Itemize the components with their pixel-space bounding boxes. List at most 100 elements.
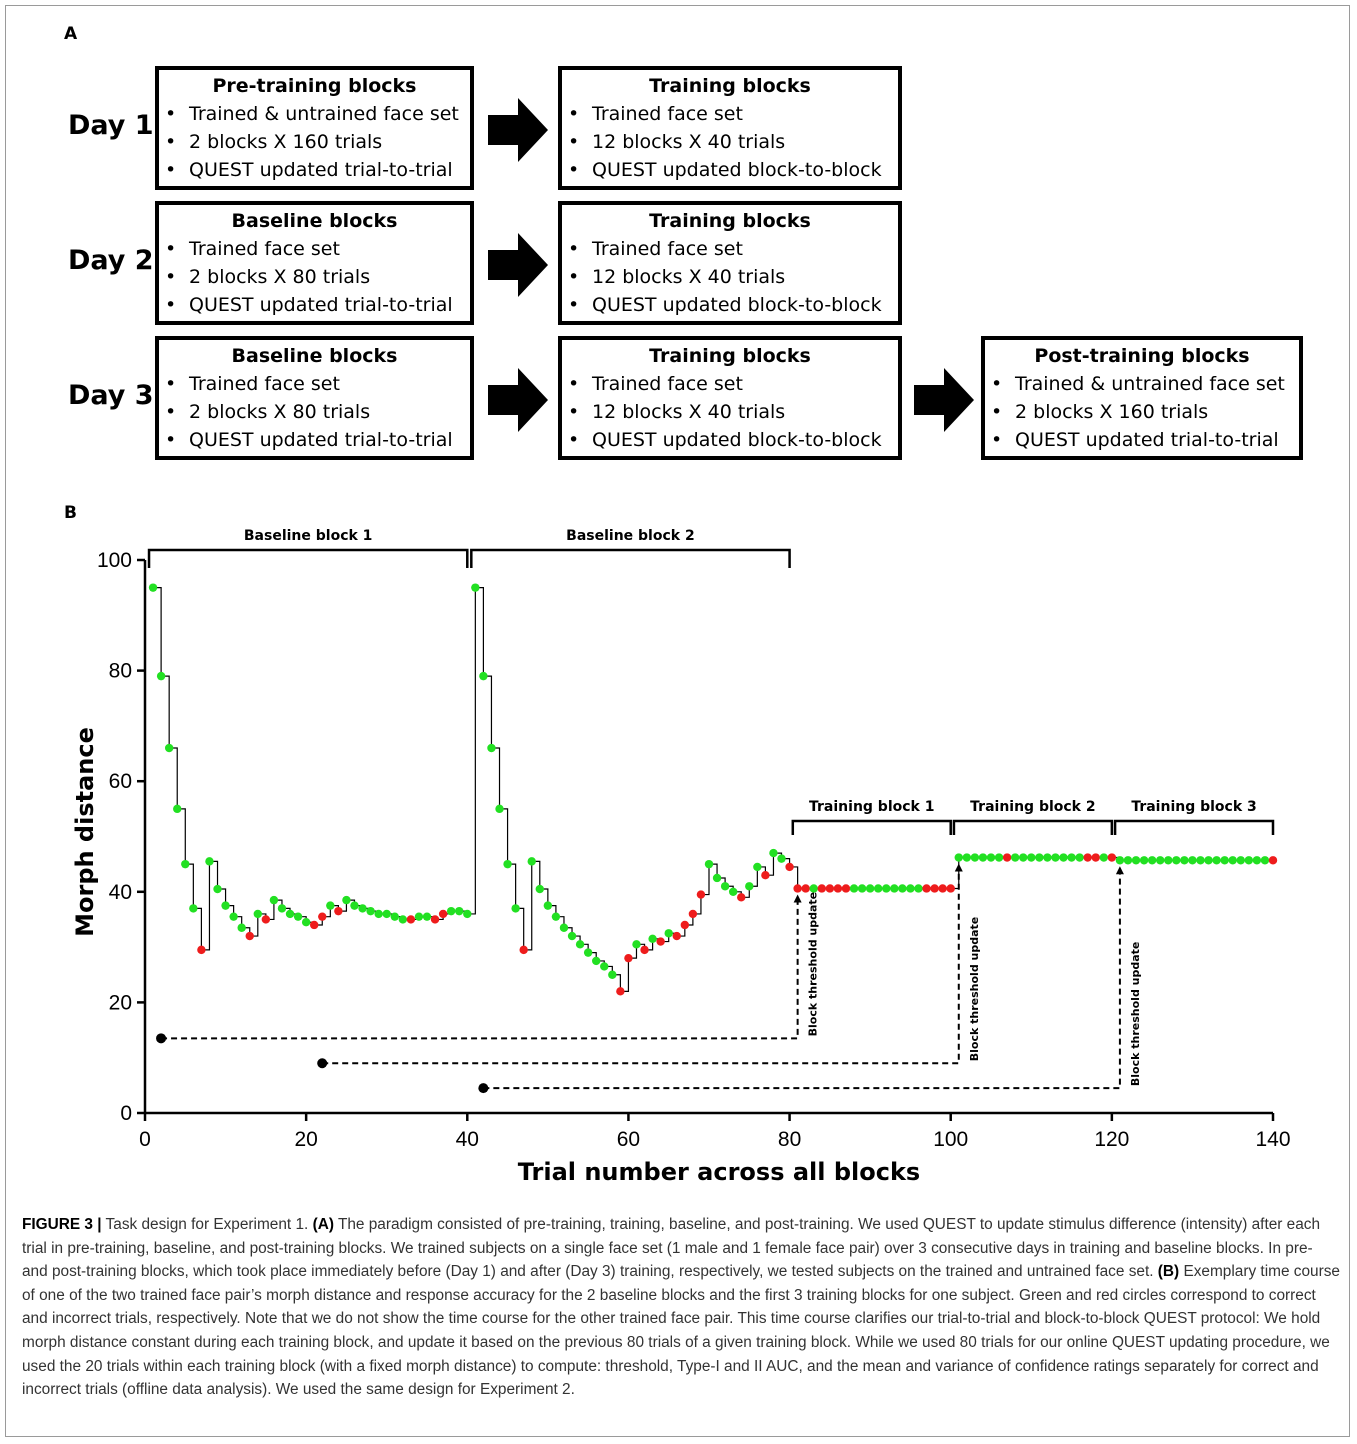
correct-trial-marker xyxy=(648,934,657,944)
correct-trial-marker xyxy=(1156,856,1165,865)
caption-text-segment: Task design for Experiment 1. xyxy=(101,1216,313,1233)
correct-trial-marker xyxy=(865,884,875,893)
correct-trial-marker xyxy=(414,912,424,921)
incorrect-trial-marker xyxy=(261,915,271,924)
incorrect-trial-marker xyxy=(833,884,843,893)
x-tick-label: 80 xyxy=(778,1128,801,1151)
day-1-label: Day 1 xyxy=(68,110,154,141)
x-tick-label: 60 xyxy=(617,1128,640,1151)
block-bracket-label: Baseline block 2 xyxy=(566,528,695,544)
correct-trial-marker xyxy=(1051,853,1060,862)
incorrect-trial-marker xyxy=(406,915,416,924)
incorrect-trial-marker xyxy=(817,884,826,893)
block-bracket xyxy=(952,819,1114,835)
correct-trial-marker xyxy=(745,882,754,891)
update-dashed-line xyxy=(483,870,1121,1090)
correct-trial-marker xyxy=(398,915,408,924)
correct-trial-marker xyxy=(1059,853,1068,862)
block-bracket xyxy=(147,548,469,568)
morph-distance-chart: 0 20 40 60 80 100 0 20 40 60 80 100 120 140 Baseline … xyxy=(71,528,1291,1186)
correct-trial-marker xyxy=(809,884,818,893)
correct-trial-marker xyxy=(962,853,972,862)
incorrect-trial-marker xyxy=(1002,853,1012,862)
box-item: 12 blocks X 40 trials xyxy=(562,263,898,291)
block-bracket-label: Training block 1 xyxy=(809,799,934,815)
correct-trial-marker xyxy=(479,671,488,681)
correct-trial-marker xyxy=(446,906,456,916)
incorrect-trial-marker xyxy=(245,931,254,941)
correct-trial-marker xyxy=(592,956,601,966)
correct-trial-marker xyxy=(382,909,391,919)
update-dashed-line xyxy=(161,898,799,1040)
correct-trial-marker xyxy=(374,909,383,919)
correct-trial-marker xyxy=(189,904,198,913)
x-tick-label: 100 xyxy=(933,1128,968,1151)
correct-trial-marker xyxy=(237,923,246,932)
box-item: QUEST updated block-to-block xyxy=(562,291,898,319)
correct-trial-marker xyxy=(849,884,859,893)
correct-trial-marker xyxy=(358,904,367,913)
block-bracket-label: Training block 3 xyxy=(1131,799,1256,815)
incorrect-trial-marker xyxy=(310,920,319,930)
incorrect-trial-marker xyxy=(640,945,649,955)
box-item: 2 blocks X 160 trials xyxy=(159,128,470,156)
pre-training-box: Pre-training blocks Trained & untrained … xyxy=(155,66,474,190)
update-arrowhead xyxy=(793,894,802,903)
incorrect-trial-marker xyxy=(696,890,706,899)
caption-bold-segment: (B) xyxy=(1157,1263,1180,1281)
block-brackets: Baseline block 1 Baseline block 2 Training… xyxy=(147,528,1275,835)
right-arrow-icon xyxy=(488,368,548,432)
incorrect-trial-marker xyxy=(793,884,802,893)
y-tick-label: 20 xyxy=(109,991,132,1014)
incorrect-trial-marker xyxy=(785,862,794,872)
correct-trial-marker xyxy=(326,901,335,910)
correct-trial-marker xyxy=(664,929,673,938)
correct-trial-marker xyxy=(229,912,238,921)
threshold-update-label: Block threshold update xyxy=(968,917,981,1061)
chart-axes: 0 20 40 60 80 100 0 20 40 60 80 100 120 140 xyxy=(97,549,1291,1151)
incorrect-trial-marker xyxy=(737,893,746,902)
correct-trial-marker xyxy=(753,862,762,872)
box-title: Baseline blocks xyxy=(231,210,398,232)
panel-a-label: A xyxy=(64,24,78,44)
correct-trial-marker xyxy=(455,906,464,916)
correct-trial-marker xyxy=(1188,856,1197,865)
correct-trial-marker xyxy=(221,901,230,910)
box-item: QUEST updated trial-to-trial xyxy=(159,291,470,319)
correct-trial-marker xyxy=(293,912,303,921)
box-title: Pre-training blocks xyxy=(212,75,417,97)
correct-trial-marker xyxy=(1220,856,1229,865)
incorrect-trial-marker xyxy=(680,920,690,930)
correct-trial-marker xyxy=(704,859,714,869)
incorrect-trial-marker xyxy=(922,884,931,893)
trial-markers xyxy=(148,583,1278,996)
box-item: Trained face set xyxy=(159,370,470,398)
incorrect-trial-marker xyxy=(616,987,625,996)
box-title: Post-training blocks xyxy=(1034,345,1250,367)
panel-b-label: B xyxy=(64,503,77,523)
correct-trial-marker xyxy=(495,804,504,814)
correct-trial-marker xyxy=(148,583,158,592)
correct-trial-marker xyxy=(503,859,512,869)
box-item: 12 blocks X 40 trials xyxy=(562,128,898,156)
correct-trial-marker xyxy=(1196,856,1205,865)
correct-trial-marker xyxy=(1172,856,1181,865)
incorrect-trial-marker xyxy=(656,937,665,946)
correct-trial-marker xyxy=(986,853,996,862)
day-3-label: Day 3 xyxy=(68,380,154,411)
correct-trial-marker xyxy=(213,884,222,894)
correct-trial-marker xyxy=(527,857,536,866)
correct-trial-marker xyxy=(777,854,786,863)
box-item: QUEST updated block-to-block xyxy=(562,156,898,184)
correct-trial-marker xyxy=(1252,856,1262,865)
correct-trial-marker xyxy=(769,848,778,858)
y-tick-label: 40 xyxy=(109,881,132,904)
correct-trial-marker xyxy=(285,909,295,919)
box-title: Training blocks xyxy=(649,345,811,367)
y-axis-label: Morph distance xyxy=(71,727,99,937)
correct-trial-marker xyxy=(1067,853,1076,862)
y-tick-label: 80 xyxy=(109,660,132,683)
morph-step-line xyxy=(153,587,1273,992)
correct-trial-marker xyxy=(1204,856,1213,865)
threshold-update-label: Block threshold update xyxy=(807,892,820,1036)
